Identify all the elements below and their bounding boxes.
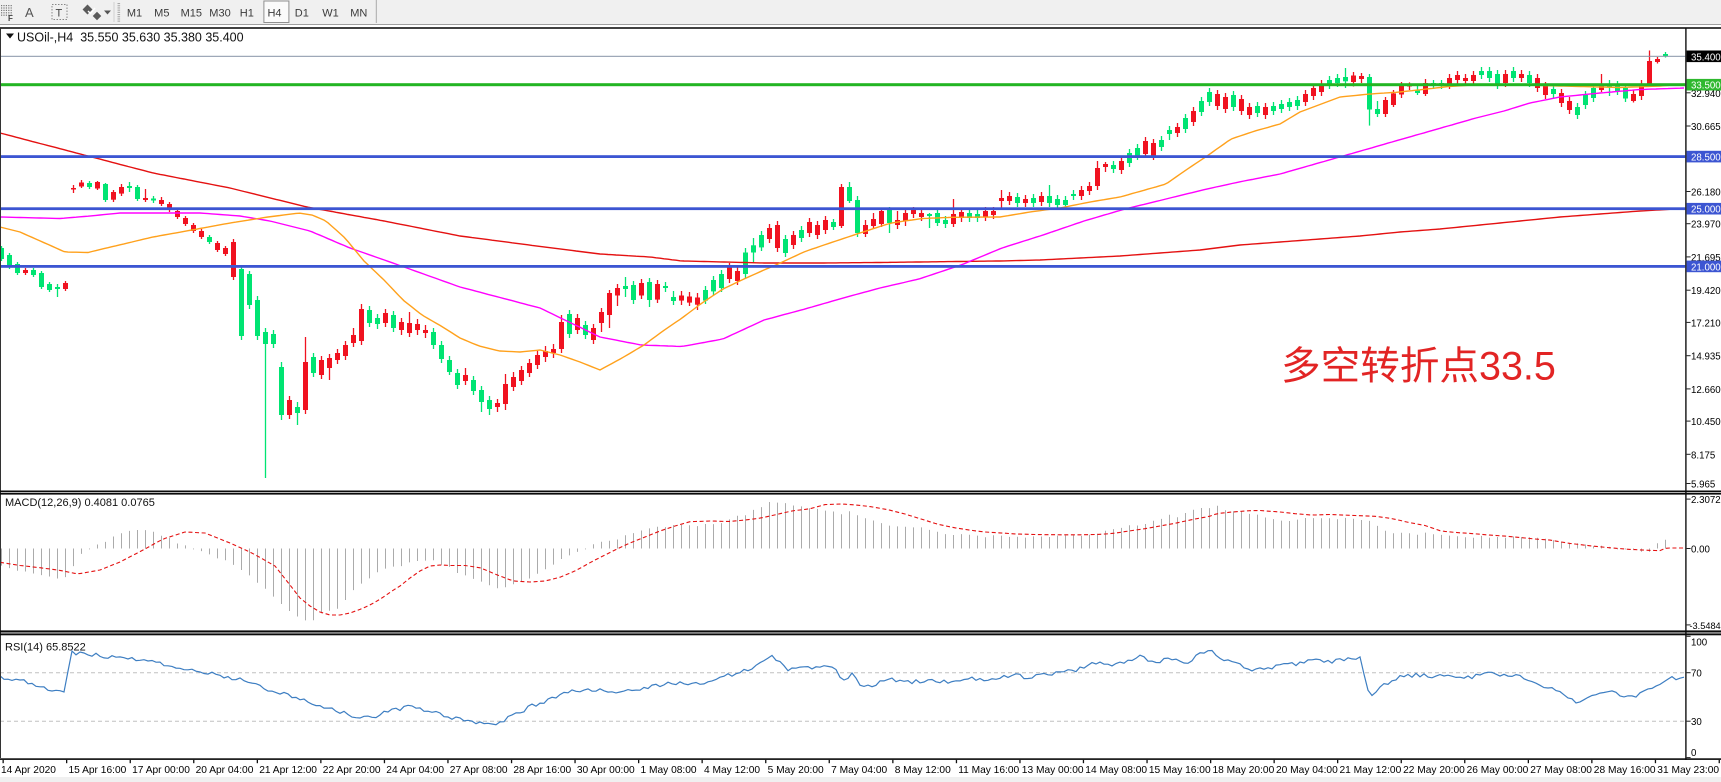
svg-text:30.665: 30.665 (1691, 122, 1721, 133)
svg-text:23.970: 23.970 (1691, 220, 1721, 231)
svg-text:21.000: 21.000 (1691, 262, 1721, 273)
svg-text:28 Apr 16:00: 28 Apr 16:00 (513, 765, 571, 776)
svg-text:USOil-,H4 35.550 35.630 35.38: USOil-,H4 35.550 35.630 35.380 35.400 (17, 31, 244, 45)
svg-text:MN: MN (350, 8, 367, 20)
svg-text:M30: M30 (209, 8, 230, 20)
svg-text:5 May 20:00: 5 May 20:00 (768, 765, 824, 776)
svg-text:21.695: 21.695 (1691, 253, 1721, 264)
svg-text:20 Apr 04:00: 20 Apr 04:00 (196, 765, 254, 776)
svg-text:M5: M5 (154, 8, 169, 20)
svg-text:35.400: 35.400 (1691, 52, 1721, 63)
svg-text:RSI(14) 65.8522: RSI(14) 65.8522 (5, 642, 86, 654)
svg-text:30 Apr 00:00: 30 Apr 00:00 (577, 765, 635, 776)
svg-text:14.935: 14.935 (1691, 352, 1721, 363)
svg-text:D1: D1 (295, 8, 309, 20)
svg-text:W1: W1 (322, 8, 339, 20)
svg-text:19.420: 19.420 (1691, 286, 1721, 297)
svg-text:27 Apr 08:00: 27 Apr 08:00 (450, 765, 508, 776)
svg-text:32.940: 32.940 (1691, 89, 1721, 100)
svg-text:0.00: 0.00 (1691, 545, 1710, 556)
svg-text:20 May 04:00: 20 May 04:00 (1276, 765, 1338, 776)
svg-text:A: A (25, 5, 34, 20)
svg-text:2.3072: 2.3072 (1691, 495, 1721, 506)
svg-text:26 May 00:00: 26 May 00:00 (1467, 765, 1529, 776)
svg-text:31 May 23:00: 31 May 23:00 (1657, 765, 1719, 776)
svg-text:8 May 12:00: 8 May 12:00 (895, 765, 951, 776)
svg-text:15 May 16:00: 15 May 16:00 (1149, 765, 1211, 776)
svg-text:8.175: 8.175 (1691, 450, 1715, 461)
svg-text:17.210: 17.210 (1691, 318, 1721, 329)
svg-text:33.5: 33.5 (1479, 345, 1556, 389)
svg-text:27 May 08:00: 27 May 08:00 (1530, 765, 1592, 776)
svg-text:25.000: 25.000 (1691, 205, 1721, 216)
svg-text:11 May 16:00: 11 May 16:00 (958, 765, 1019, 776)
svg-text:15 Apr 16:00: 15 Apr 16:00 (69, 765, 127, 776)
svg-text:21 Apr 12:00: 21 Apr 12:00 (259, 765, 317, 776)
svg-text:4 May 12:00: 4 May 12:00 (704, 765, 760, 776)
svg-text:M1: M1 (127, 8, 142, 20)
svg-text:24 Apr 04:00: 24 Apr 04:00 (386, 765, 444, 776)
svg-text:12.660: 12.660 (1691, 385, 1721, 396)
svg-text:H4: H4 (267, 8, 281, 20)
svg-text:22 May 20:00: 22 May 20:00 (1403, 765, 1465, 776)
svg-text:T: T (56, 8, 63, 20)
svg-text:5.965: 5.965 (1691, 480, 1715, 491)
svg-text:17 Apr 00:00: 17 Apr 00:00 (132, 765, 190, 776)
svg-text:14 Apr 2020: 14 Apr 2020 (1, 765, 56, 776)
svg-text:14 May 08:00: 14 May 08:00 (1085, 765, 1147, 776)
svg-text:21 May 12:00: 21 May 12:00 (1340, 765, 1402, 776)
svg-text:MACD(12,26,9) 0.4081 0.0765: MACD(12,26,9) 0.4081 0.0765 (5, 497, 155, 509)
svg-text:28.500: 28.500 (1691, 153, 1721, 164)
svg-text:18 May 20:00: 18 May 20:00 (1213, 765, 1275, 776)
svg-text:70: 70 (1691, 669, 1702, 680)
svg-text:26.180: 26.180 (1691, 188, 1721, 199)
svg-text:10.450: 10.450 (1691, 417, 1721, 428)
svg-text:-3.5484: -3.5484 (1690, 621, 1721, 631)
svg-text:33.500: 33.500 (1691, 81, 1721, 92)
svg-text:0: 0 (1691, 748, 1697, 759)
svg-text:100: 100 (1691, 638, 1708, 649)
svg-text:F: F (8, 14, 13, 23)
svg-text:28 May 16:00: 28 May 16:00 (1594, 765, 1656, 776)
svg-text:22 Apr 20:00: 22 Apr 20:00 (323, 765, 381, 776)
svg-text:M15: M15 (181, 8, 202, 20)
svg-text:H1: H1 (240, 8, 254, 20)
svg-text:30: 30 (1691, 717, 1702, 728)
svg-text:13 May 00:00: 13 May 00:00 (1022, 765, 1084, 776)
svg-text:1 May 08:00: 1 May 08:00 (641, 765, 697, 776)
svg-text:7 May 04:00: 7 May 04:00 (831, 765, 887, 776)
